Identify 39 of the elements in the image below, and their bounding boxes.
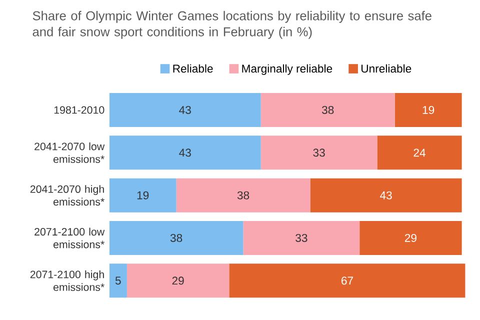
bar xyxy=(109,220,244,255)
legend-label: Marginally reliable xyxy=(242,64,332,75)
data-label: 33 xyxy=(296,234,308,242)
legend-label: Reliable xyxy=(173,64,213,73)
data-label: 38 xyxy=(237,191,250,200)
bar xyxy=(109,264,127,298)
data-label: 38 xyxy=(170,234,182,242)
y-tick-label: 1981-2010 xyxy=(54,106,104,114)
y-tick-label: 2071-2100 low emissions* xyxy=(34,228,105,248)
data-label: 19 xyxy=(137,191,149,200)
bar xyxy=(310,178,462,212)
legend-label: Unreliable xyxy=(362,64,412,73)
bar xyxy=(360,220,462,255)
y-tick-label: 2041-2070 low emissions* xyxy=(34,142,105,163)
bar xyxy=(243,220,360,255)
data-label: 43 xyxy=(380,191,392,200)
bar xyxy=(109,178,176,212)
data-label: 19 xyxy=(422,106,434,114)
bar xyxy=(176,178,310,212)
bar xyxy=(109,136,261,170)
data-label: 24 xyxy=(414,148,426,157)
data-label: 29 xyxy=(404,234,416,242)
bar xyxy=(126,264,230,298)
bar xyxy=(377,136,462,170)
chart-subtitle: Share of Olympic Winter Games locations by reliability to ensure safe and fair snow sport conditions in February (in %) xyxy=(32,10,432,39)
data-label: 33 xyxy=(313,148,325,157)
data-label: 67 xyxy=(342,276,353,285)
bar xyxy=(394,92,462,127)
data-label: 43 xyxy=(179,148,191,157)
data-label: 43 xyxy=(179,106,191,114)
y-tick-label: 2041-2070 high emissions* xyxy=(30,185,104,206)
data-label: 38 xyxy=(322,106,334,114)
y-tick-label: 2071-2100 high emissions* xyxy=(30,270,104,291)
bar xyxy=(109,92,261,127)
bar xyxy=(260,92,395,127)
data-label: 5 xyxy=(115,276,121,285)
data-label: 29 xyxy=(172,276,184,285)
bar xyxy=(229,264,466,298)
bar xyxy=(260,136,378,170)
